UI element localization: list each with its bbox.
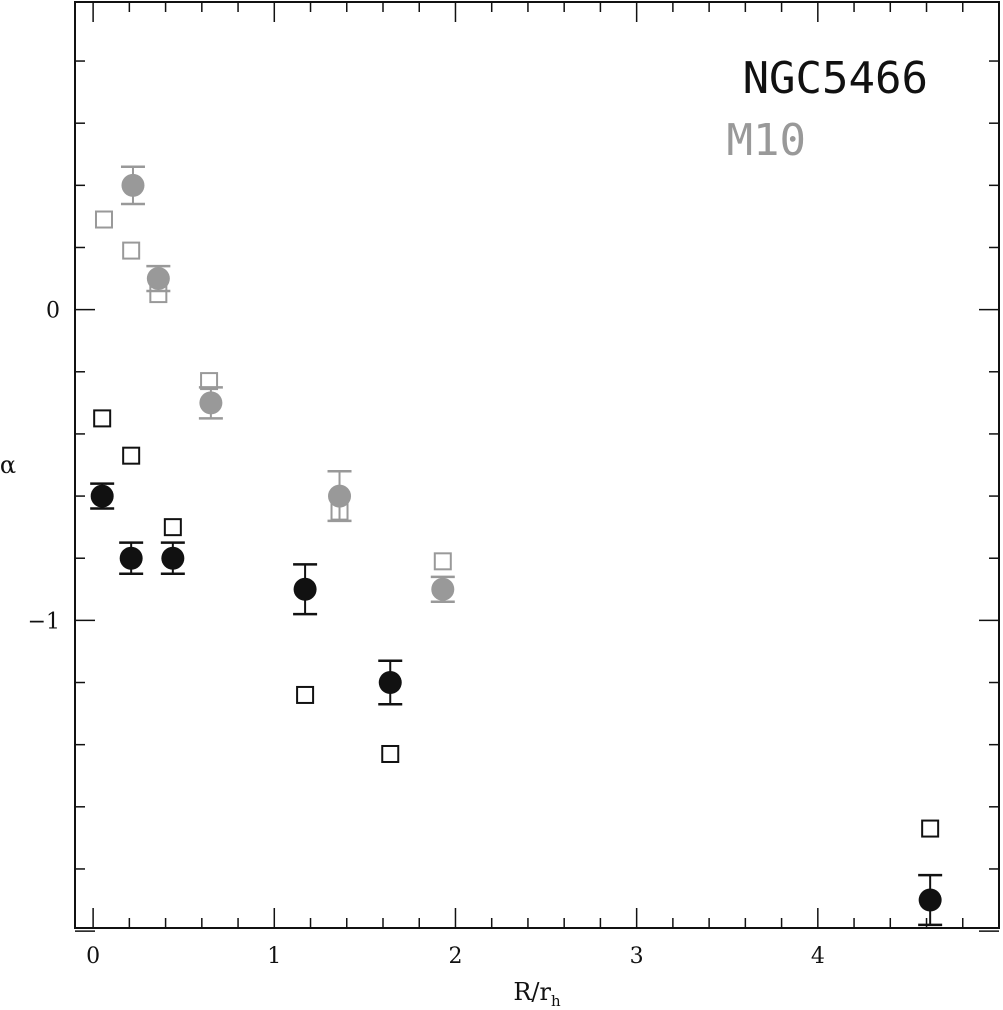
- y-tick-label: 0: [46, 299, 60, 324]
- ngc5466-square-point: [296, 685, 315, 704]
- axis-ticks: [75, 2, 999, 932]
- x-axis-label: R/rh: [513, 978, 561, 1010]
- plot-frame: [74, 1, 1000, 929]
- ngc5466-circle-point: [90, 484, 114, 508]
- legend-label-m10: M10: [727, 115, 806, 166]
- ngc5466-circle-point: [293, 577, 317, 601]
- ngc5466-circle-point: [918, 888, 942, 912]
- m10-circle-point: [121, 173, 145, 197]
- x-axis-label-subscript: h: [551, 992, 561, 1010]
- m10-square-point: [122, 241, 141, 260]
- tick-labels: 0 1 2 3 4 −1 0: [28, 299, 825, 969]
- y-tick-label: −1: [28, 609, 60, 634]
- ngc5466-square-point: [921, 819, 940, 838]
- y-axis-label: α: [0, 451, 16, 479]
- m10-circle-point: [199, 391, 223, 415]
- ngc5466-circle-point: [119, 546, 143, 570]
- x-tick-label: 2: [448, 944, 462, 969]
- ngc5466-square-point: [122, 446, 141, 465]
- x-tick-label: 4: [811, 944, 825, 969]
- m10-circle-point: [328, 484, 352, 508]
- ngc5466-square-point: [163, 518, 182, 537]
- m10-square-point: [433, 552, 452, 571]
- x-tick-label: 0: [86, 944, 100, 969]
- ngc5466-circle-point: [378, 671, 402, 695]
- ngc5466-square-point: [93, 409, 112, 428]
- x-tick-label: 1: [267, 944, 281, 969]
- m10-square-point: [200, 372, 219, 391]
- legend-label-ngc5466: NGC5466: [743, 53, 928, 104]
- data-marks: [90, 165, 943, 927]
- m10-circle-point: [146, 267, 170, 291]
- m10-square-point: [94, 210, 113, 229]
- x-tick-label: 3: [630, 944, 644, 969]
- ngc5466-square-point: [381, 744, 400, 763]
- m10-circle-point: [431, 577, 455, 601]
- ngc5466-circle-point: [161, 546, 185, 570]
